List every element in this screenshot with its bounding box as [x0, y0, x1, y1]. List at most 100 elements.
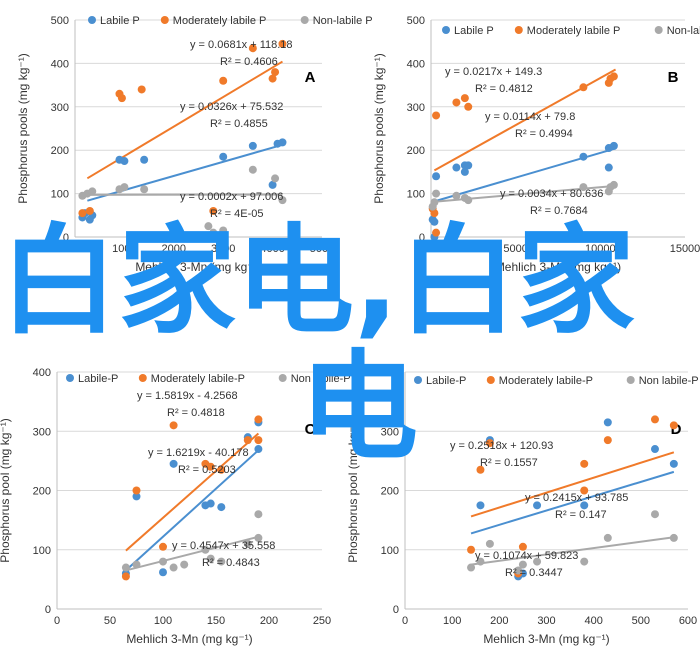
r-squared-label: R² = 0.4843	[202, 557, 260, 569]
r-squared-label: R² = 4E-05	[210, 208, 264, 220]
x-tick-label: 2000	[162, 243, 186, 255]
data-point	[243, 539, 252, 548]
data-point	[78, 209, 87, 218]
data-point	[432, 189, 441, 198]
data-point	[85, 206, 94, 215]
legend-marker	[654, 26, 663, 34]
data-point	[219, 152, 228, 161]
y-axis-title: Phosphorus pools (mg kg⁻¹)	[372, 53, 386, 203]
data-point	[159, 542, 167, 551]
data-point	[254, 510, 263, 519]
trendline	[470, 470, 675, 535]
data-point	[430, 198, 439, 207]
trendline-equation: y = 0.1074x + 59.823	[475, 550, 578, 562]
y-tick-label: 300	[51, 102, 69, 114]
y-tick-label: 200	[407, 145, 425, 157]
data-point	[580, 501, 589, 510]
trendline-equation: y = 0.2415x + 93.785	[525, 492, 628, 504]
trendline-equation: y = 0.0326x + 75.532	[180, 101, 283, 113]
data-point	[603, 533, 612, 542]
data-point	[430, 209, 439, 218]
r-squared-label: R² = 0.4818	[167, 407, 225, 419]
data-point	[268, 180, 277, 189]
data-point	[579, 152, 588, 161]
data-point	[217, 465, 226, 474]
data-point	[430, 217, 439, 226]
data-point	[650, 510, 659, 519]
data-point	[432, 172, 441, 181]
data-point	[180, 560, 189, 569]
data-point	[467, 545, 476, 554]
legend-marker	[626, 376, 635, 384]
data-point	[209, 206, 218, 215]
data-point	[476, 501, 485, 510]
r-squared-label: R² = 0.147	[555, 509, 607, 521]
y-tick-label: 100	[381, 545, 399, 557]
trendline	[125, 432, 260, 552]
y-tick-label: 0	[393, 604, 399, 616]
y-tick-label: 300	[407, 102, 425, 114]
legend-marker	[300, 16, 309, 24]
data-point	[669, 533, 678, 542]
trendline-equation: y = 0.0114x + 79.8	[485, 111, 575, 123]
y-tick-label: 200	[51, 145, 69, 157]
y-tick-label: 100	[33, 545, 51, 557]
data-point	[217, 503, 226, 512]
y-tick-label: 0	[63, 232, 69, 244]
data-point	[533, 501, 542, 510]
data-point	[432, 111, 441, 120]
data-point	[254, 445, 263, 454]
trendline-equation: y = 0.0002x + 97.006	[180, 191, 283, 203]
data-point	[460, 167, 469, 176]
data-point	[132, 492, 141, 501]
trendline-equation: y = 0.0034x + 80.636	[500, 188, 603, 200]
trendline	[470, 451, 675, 518]
x-tick-label: 3000	[211, 243, 235, 255]
trendline-equation: y = 0.4547x + 35.558	[172, 540, 275, 552]
x-tick-label: 200	[490, 615, 508, 627]
panel-label: D	[671, 421, 682, 438]
data-point	[271, 68, 280, 77]
data-point	[669, 421, 678, 430]
data-point	[268, 74, 277, 83]
data-point	[650, 445, 659, 454]
x-axis-title: Mehlich 3-Mn (mg kg⁻¹)	[483, 632, 609, 646]
data-point	[278, 39, 287, 48]
data-point	[254, 533, 263, 542]
legend-entry: Labile-P	[426, 375, 466, 387]
y-axis-title: Phosphorus pools (mg kg⁻¹)	[16, 53, 30, 203]
legend-entry: Non labile-P	[291, 373, 351, 385]
legend-marker	[278, 374, 287, 382]
data-point	[606, 183, 615, 192]
y-tick-label: 0	[45, 604, 51, 616]
data-point	[467, 563, 476, 572]
data-point	[278, 196, 287, 205]
data-point	[518, 542, 527, 551]
data-point	[120, 183, 129, 192]
trendline-equation: y = 1.6219x - 40.178	[148, 447, 249, 459]
r-squared-label: R² = 0.4855	[210, 118, 268, 130]
trendline	[470, 536, 674, 566]
data-point	[452, 191, 461, 200]
x-axis-title: Mehlich 3-Mn (mg kg⁻¹)	[135, 260, 261, 274]
x-tick-label: 500	[632, 615, 650, 627]
data-point	[132, 486, 141, 495]
data-point	[278, 138, 287, 147]
legend-marker	[66, 374, 74, 382]
y-tick-label: 100	[407, 189, 425, 201]
chart-panel-d: 0 100 200 300 400 0 100 200 300 400 500 600 Mehlich …	[346, 367, 699, 646]
trendline-equation: y = 0.0217x + 149.3	[445, 66, 542, 78]
data-point	[217, 557, 226, 566]
data-point	[603, 418, 612, 427]
data-point	[243, 436, 252, 445]
data-point	[201, 545, 210, 554]
y-axis-title: Phosphorus pool (mg kg⁻¹)	[346, 418, 360, 562]
r-squared-label: R² = 0.7684	[530, 205, 588, 217]
data-point	[169, 421, 178, 430]
x-tick-label: 15000	[670, 243, 700, 255]
legend-entry: Moderately labile P	[173, 15, 267, 27]
x-axis-title: Mehlich 3-Mn (mg kg⁻¹)	[126, 632, 252, 646]
x-tick-label: 4000	[260, 243, 284, 255]
legend-marker	[514, 26, 523, 34]
legend-marker	[138, 374, 147, 382]
